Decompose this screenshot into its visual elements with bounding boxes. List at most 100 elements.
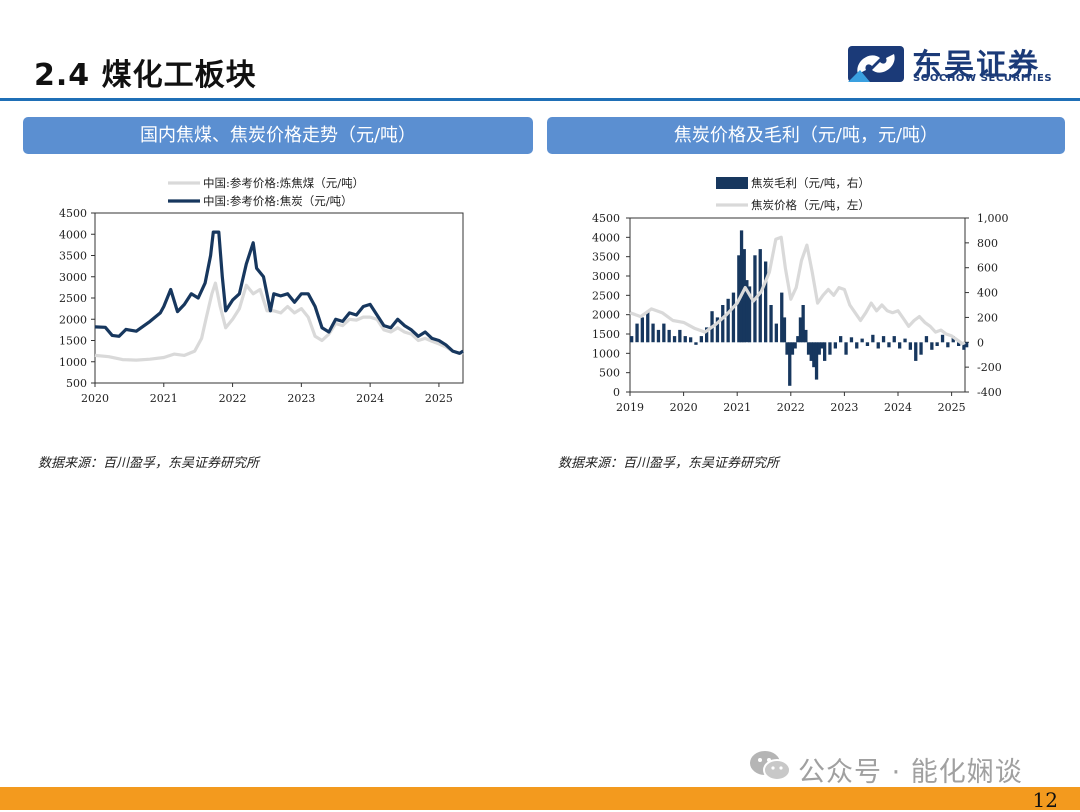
y-left-tick-label: 4500	[592, 212, 620, 225]
margin-bar	[662, 323, 666, 343]
margin-bar	[806, 342, 811, 355]
margin-bar	[774, 323, 778, 343]
plot-frame	[94, 212, 464, 384]
y-right-tick-label: 400	[977, 287, 998, 300]
margin-bar	[951, 336, 955, 343]
y-tick-label: 4500	[59, 207, 87, 220]
x-tick-label: 2022	[777, 401, 805, 414]
margin-bar	[630, 336, 634, 343]
x-tick-label: 2024	[356, 392, 384, 405]
company-logo: 东吴证券 SOOCHOW SECURITIES	[848, 40, 1058, 88]
margin-bar	[817, 342, 821, 355]
logo-english: SOOCHOW SECURITIES	[913, 73, 1053, 84]
y-left-tick-label: 1500	[592, 328, 620, 341]
logo-chinese: 东吴证券	[912, 48, 1040, 83]
margin-bar	[957, 342, 961, 346]
x-tick-label: 2025	[425, 392, 453, 405]
margin-bar	[780, 292, 784, 343]
margin-bar	[812, 342, 816, 368]
margin-bar	[823, 342, 827, 361]
x-tick-label: 2021	[723, 401, 751, 414]
y-left-tick-label: 0	[613, 386, 620, 399]
y-left-tick-label: 1000	[592, 347, 620, 360]
margin-bar	[892, 336, 896, 343]
margin-bar	[924, 336, 929, 343]
series-line	[94, 281, 464, 362]
chart-coke-price-and-margin: 0 500 1000 1500 2000 2500 3000 3500 4000 4500 -400…	[592, 176, 1009, 414]
margin-bar	[844, 342, 848, 355]
y-right-tick-label: 1,000	[977, 212, 1009, 225]
margin-bar	[876, 342, 880, 349]
margin-bar	[742, 249, 746, 343]
title-rule	[0, 98, 1080, 101]
margin-bar	[782, 317, 787, 343]
margin-bar	[745, 280, 749, 343]
margin-bar	[865, 342, 870, 346]
y-right-tick-label: 600	[977, 262, 998, 275]
margin-bar	[828, 342, 832, 355]
y-left-tick-label: 500	[599, 367, 620, 380]
margin-bar	[814, 342, 819, 380]
panel-1-source: 数据来源：百川盈孚，东吴证券研究所	[38, 456, 260, 471]
x-tick-label: 2020	[670, 401, 698, 414]
margin-bar	[705, 327, 709, 343]
margin-bar	[764, 261, 768, 343]
chart-coking-coal-coke-price: 500 1000 1500 2000 2500 3000 3500 4000 4500 2020 2…	[59, 176, 464, 405]
x-tick-label: 2022	[219, 392, 247, 405]
y-tick-label: 1000	[59, 356, 87, 369]
y-left-tick-label: 3000	[592, 270, 620, 283]
margin-bar	[726, 298, 730, 343]
margin-bar	[930, 342, 934, 350]
margin-bar	[635, 323, 639, 343]
margin-bar	[820, 342, 824, 349]
margin-bar	[689, 337, 693, 343]
y-left-tick-label: 3500	[592, 251, 620, 264]
margin-bar	[914, 342, 918, 361]
margin-bar	[646, 311, 650, 343]
margin-bar	[651, 323, 655, 343]
margin-bar	[871, 334, 875, 343]
x-tick-label: 2021	[150, 392, 178, 405]
wechat-icon	[750, 751, 791, 781]
margin-bar	[898, 342, 902, 349]
wechat-watermark: 公众号 · 能化娴谈	[748, 748, 1022, 788]
margin-bar	[785, 342, 789, 355]
x-tick-label: 2019	[616, 401, 644, 414]
x-tick-label: 2023	[287, 392, 315, 405]
y-left-tick-label: 4000	[592, 231, 620, 244]
y-tick-label: 3000	[59, 271, 87, 284]
margin-bar	[809, 342, 813, 361]
margin-bar	[699, 336, 703, 343]
margin-bar	[935, 342, 939, 346]
margin-bar	[965, 342, 969, 348]
footer-bar	[0, 787, 1080, 810]
margin-bar	[640, 317, 644, 343]
margin-bar	[796, 336, 800, 343]
x-tick-label: 2025	[938, 401, 966, 414]
margin-bar	[908, 342, 912, 350]
logo-mark-icon	[848, 46, 904, 82]
margin-bar	[962, 342, 966, 350]
y-tick-label: 2000	[59, 313, 87, 326]
y-left-tick-label: 2000	[592, 309, 620, 322]
margin-bar	[721, 305, 725, 343]
y-left-tick-label: 2500	[592, 289, 620, 302]
y-right-tick-label: -400	[977, 386, 1002, 399]
margin-bar	[798, 317, 803, 343]
margin-bar	[769, 305, 773, 343]
margin-bar	[739, 230, 744, 343]
y-tick-label: 2500	[59, 292, 87, 305]
y-tick-label: 4000	[59, 228, 87, 241]
margin-bar	[801, 305, 805, 343]
margin-bar	[715, 317, 720, 343]
legend-label: 焦炭价格（元/吨，左）	[751, 198, 870, 212]
margin-bar	[940, 334, 945, 343]
plot-frame	[629, 217, 966, 393]
y-tick-label: 1500	[59, 335, 87, 348]
y-tick-label: 3500	[59, 250, 87, 263]
page-number: 12	[1032, 788, 1058, 812]
legend-swatch-bar	[716, 177, 748, 189]
margin-bar	[788, 342, 792, 386]
price-line	[629, 235, 966, 346]
margin-bar	[855, 342, 859, 349]
